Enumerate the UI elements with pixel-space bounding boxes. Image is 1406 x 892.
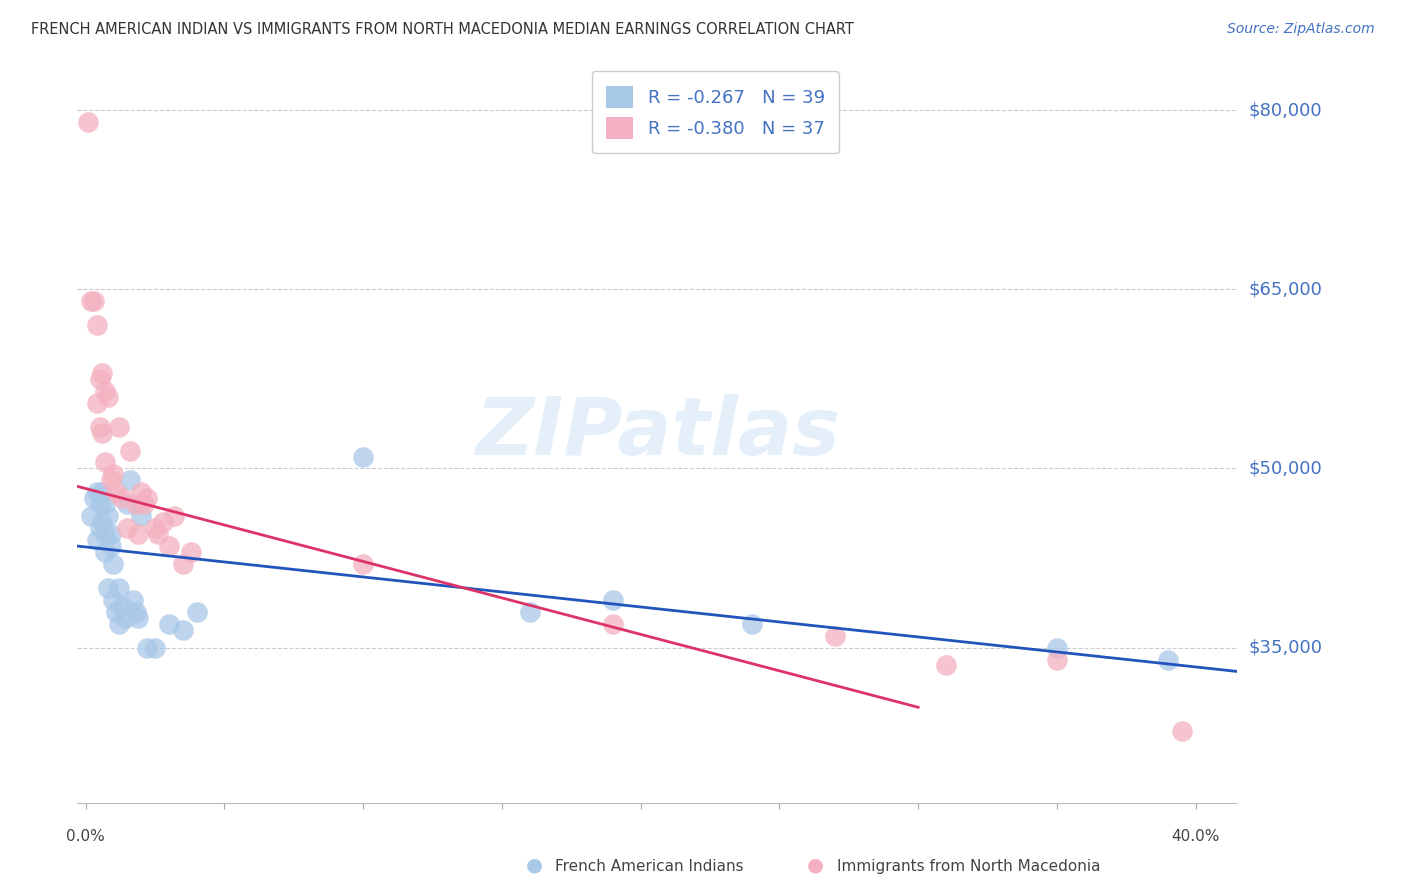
Point: [103, 557, 125, 571]
Point: [89, 497, 111, 511]
Point: [91, 425, 114, 440]
Point: [180, 545, 202, 559]
Point: [103, 592, 125, 607]
Point: [352, 450, 374, 464]
Point: [80, 509, 103, 524]
Point: [172, 557, 194, 571]
Point: [152, 515, 174, 529]
Point: [127, 610, 149, 624]
Point: [97, 581, 120, 595]
Point: [80, 294, 103, 309]
Point: [1157, 652, 1180, 666]
Point: [111, 491, 134, 506]
Text: $50,000: $50,000: [1249, 459, 1322, 477]
Text: Immigrants from North Macedonia: Immigrants from North Macedonia: [837, 859, 1099, 874]
Point: [94, 455, 117, 469]
Point: [91, 485, 114, 500]
Point: [105, 605, 128, 619]
Point: [143, 521, 166, 535]
Point: [83, 491, 105, 506]
Point: [100, 539, 122, 553]
Point: [1046, 640, 1069, 655]
Point: [602, 592, 624, 607]
Point: [935, 658, 957, 673]
Point: [83, 294, 105, 309]
Point: [120, 474, 141, 488]
Point: [100, 474, 122, 488]
Point: [120, 443, 141, 458]
Point: [157, 616, 180, 631]
Point: [89, 521, 111, 535]
Point: [124, 605, 146, 619]
Point: [114, 610, 136, 624]
Point: [172, 623, 194, 637]
Point: [86, 485, 108, 500]
Point: [519, 605, 541, 619]
Point: [127, 527, 149, 541]
Point: [94, 545, 117, 559]
Point: [129, 485, 152, 500]
Point: [824, 629, 846, 643]
Point: [89, 372, 111, 386]
Point: [124, 497, 146, 511]
Point: [100, 527, 122, 541]
Point: [352, 557, 374, 571]
Text: ●: ●: [526, 855, 543, 874]
Point: [132, 497, 155, 511]
Point: [146, 527, 169, 541]
Text: $65,000: $65,000: [1249, 280, 1322, 298]
Point: [94, 497, 117, 511]
Text: FRENCH AMERICAN INDIAN VS IMMIGRANTS FROM NORTH MACEDONIA MEDIAN EARNINGS CORREL: FRENCH AMERICAN INDIAN VS IMMIGRANTS FRO…: [31, 22, 853, 37]
Point: [157, 539, 180, 553]
Point: [86, 318, 108, 333]
Text: French American Indians: French American Indians: [555, 859, 744, 874]
Point: [135, 640, 157, 655]
Point: [1171, 724, 1194, 739]
Point: [86, 396, 108, 410]
Text: 0.0%: 0.0%: [66, 829, 105, 844]
Point: [105, 485, 128, 500]
Point: [86, 533, 108, 547]
Text: Source: ZipAtlas.com: Source: ZipAtlas.com: [1227, 22, 1375, 37]
Point: [741, 616, 763, 631]
Point: [108, 581, 131, 595]
Point: [94, 527, 117, 541]
Point: [108, 616, 131, 631]
Point: [602, 616, 624, 631]
Point: [1046, 652, 1069, 666]
Point: [163, 509, 186, 524]
Point: [117, 497, 139, 511]
Legend: R = -0.267   N = 39, R = -0.380   N = 37: R = -0.267 N = 39, R = -0.380 N = 37: [592, 71, 839, 153]
Point: [94, 384, 117, 398]
Text: $35,000: $35,000: [1249, 639, 1323, 657]
Point: [111, 599, 134, 613]
Text: ZIPatlas: ZIPatlas: [475, 393, 839, 472]
Text: ●: ●: [807, 855, 824, 874]
Text: 40.0%: 40.0%: [1171, 829, 1220, 844]
Point: [108, 419, 131, 434]
Point: [97, 390, 120, 404]
Point: [77, 115, 100, 129]
Point: [135, 491, 157, 506]
Point: [143, 640, 166, 655]
Point: [91, 515, 114, 529]
Point: [89, 419, 111, 434]
Point: [186, 605, 208, 619]
Point: [97, 509, 120, 524]
Point: [103, 467, 125, 482]
Point: [129, 509, 152, 524]
Text: $80,000: $80,000: [1249, 101, 1322, 120]
Point: [117, 521, 139, 535]
Point: [121, 592, 143, 607]
Point: [91, 366, 114, 380]
